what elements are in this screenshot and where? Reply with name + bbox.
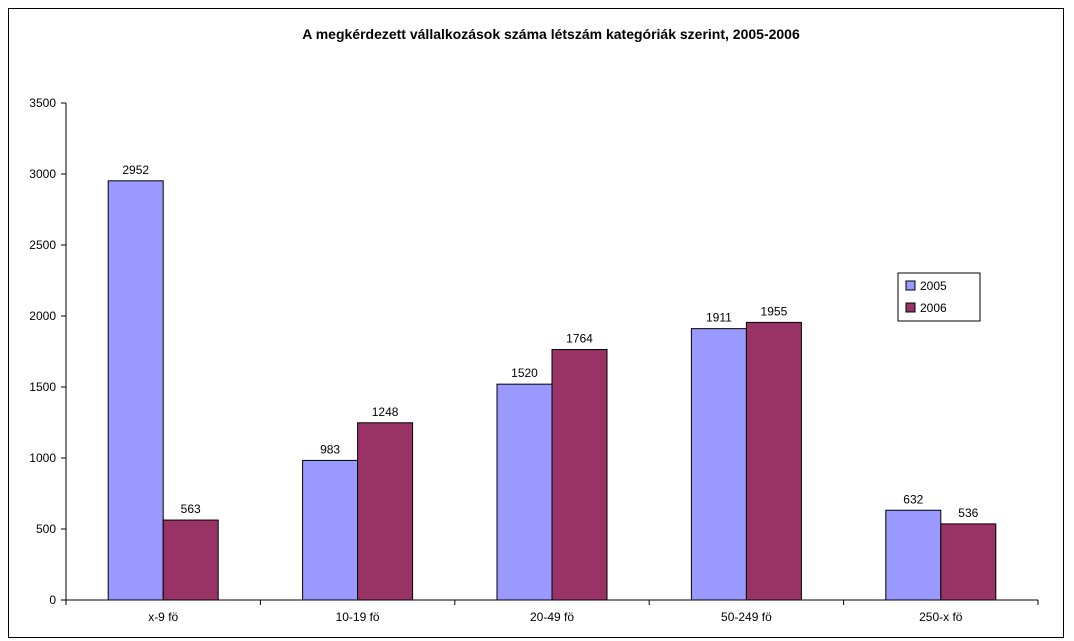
- data-label: 536: [958, 506, 978, 520]
- data-label: 1764: [566, 332, 593, 346]
- y-tick-label: 2500: [29, 238, 56, 252]
- y-tick-label: 3500: [29, 96, 56, 110]
- bar-2006-0: [162, 519, 219, 601]
- bars: [107, 180, 997, 601]
- bar-2006-1: [357, 422, 414, 601]
- data-label: 983: [320, 442, 340, 456]
- bar-2005-0: [107, 180, 164, 601]
- bar-2006-4: [940, 523, 997, 601]
- x-tick-label: 20-49 fö: [530, 610, 574, 624]
- data-label: 632: [903, 492, 923, 506]
- legend-swatch: [905, 302, 916, 313]
- data-label: 1248: [372, 405, 399, 419]
- y-tick-label: 500: [36, 522, 56, 536]
- x-tick-label: 250-x fö: [919, 610, 963, 624]
- y-tick-label: 0: [49, 593, 56, 607]
- chart-title: A megkérdezett vállalkozások száma létsz…: [302, 26, 800, 42]
- bar-2006-2: [551, 349, 608, 601]
- bar-2006-3: [745, 321, 802, 601]
- data-label: 1911: [706, 311, 732, 325]
- bar-2005-4: [885, 509, 942, 601]
- legend-swatch: [905, 280, 916, 291]
- legend: 2005 2006: [897, 272, 981, 322]
- legend-label: 2005: [920, 279, 947, 293]
- bar-2005-2: [496, 383, 553, 601]
- bar-2005-1: [302, 459, 359, 601]
- data-label: 1520: [511, 366, 538, 380]
- data-label: 2952: [122, 163, 149, 177]
- x-tick-label: 10-19 fö: [336, 610, 380, 624]
- y-tick-label: 3000: [29, 167, 56, 181]
- data-label: 563: [181, 502, 201, 516]
- bar-2005-3: [690, 328, 747, 601]
- x-tick-label: x-9 fö: [148, 610, 178, 624]
- data-label: 1955: [761, 304, 788, 318]
- y-tick-label: 1000: [29, 451, 56, 465]
- legend-label: 2006: [920, 301, 947, 315]
- data-labels: 2952 563 983 1248 1520 1764 1911 1955 632 536: [122, 163, 978, 520]
- x-tick-label: 50-249 fö: [721, 610, 772, 624]
- axes: 0 500 1000 1500 2000 2500 3000 3500 x-9 fö 10-19 …: [29, 96, 1039, 624]
- y-tick-label: 1500: [29, 380, 56, 394]
- y-tick-label: 2000: [29, 309, 56, 323]
